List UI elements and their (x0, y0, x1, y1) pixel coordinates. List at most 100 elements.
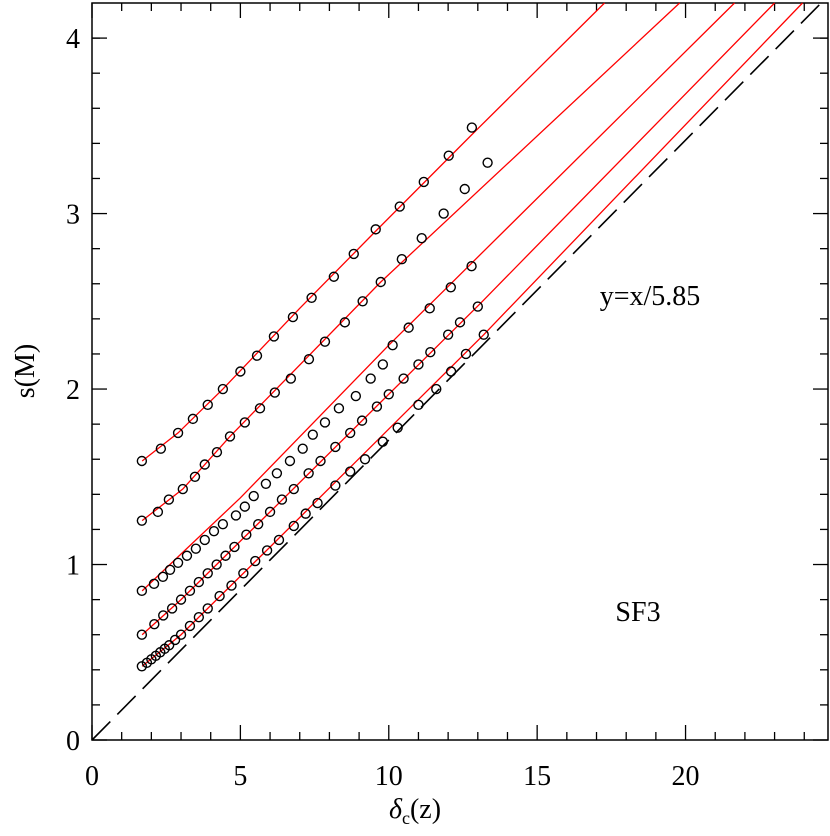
data-point (199, 534, 210, 546)
data-point (172, 427, 184, 439)
data-point (268, 331, 280, 342)
reference-line (91, 2, 822, 741)
data-point (348, 248, 359, 260)
data-point (193, 576, 205, 588)
data-point (217, 518, 229, 530)
data-point (442, 329, 454, 340)
data-point (149, 618, 160, 630)
y-axis-label: s(M) (10, 344, 41, 398)
x-tick-label: 0 (85, 761, 99, 792)
data-point (239, 501, 251, 512)
data-point (184, 585, 196, 597)
data-point (220, 550, 231, 561)
data-point (403, 322, 414, 333)
data-point (356, 415, 368, 426)
data-point (152, 506, 164, 518)
plot-frame (91, 2, 829, 741)
data-point (211, 447, 223, 458)
data-point (365, 373, 376, 384)
data-point (319, 417, 331, 428)
data-point (190, 543, 202, 554)
data-point (287, 311, 299, 323)
data-point (238, 568, 249, 579)
data-point (392, 422, 403, 433)
annotation: SF3 (615, 597, 660, 628)
data-point (254, 403, 266, 414)
data-point (241, 529, 252, 540)
y-tick-label: 1 (66, 551, 80, 582)
annotation: y=x/5.85 (600, 281, 701, 312)
data-point (276, 494, 288, 505)
x-axis-label: δc(z) (389, 794, 441, 828)
data-point (303, 354, 315, 365)
data-point (260, 478, 272, 490)
data-point (202, 603, 213, 614)
data-point (158, 610, 169, 621)
data-point (418, 176, 429, 188)
data-point (169, 634, 181, 646)
data-point (202, 399, 213, 411)
x-label-subscript: c (402, 808, 410, 828)
data-point (271, 468, 283, 479)
data-point (239, 417, 251, 428)
data-point (387, 339, 398, 351)
x-tick-label: 10 (375, 761, 403, 792)
data-point (438, 208, 449, 219)
model-curve (141, 2, 681, 522)
x-tick-label: 20 (672, 761, 700, 792)
data-point (172, 557, 184, 568)
data-point (394, 201, 405, 212)
data-point (157, 571, 169, 583)
data-point (478, 329, 489, 340)
data-point (230, 510, 242, 521)
data-point (136, 585, 148, 597)
data-point (431, 383, 442, 395)
data-point (163, 640, 175, 651)
data-point (284, 455, 296, 467)
y-tick-label: 3 (66, 200, 80, 231)
data-point (333, 403, 345, 414)
data-point (136, 455, 148, 467)
x-tick-label: 15 (523, 761, 551, 792)
data-point (250, 555, 261, 567)
data-point (306, 292, 317, 303)
x-tick-label: 5 (233, 761, 247, 792)
data-point (454, 317, 466, 328)
data-point (377, 436, 389, 447)
model-curve (141, 2, 803, 667)
data-point (445, 366, 457, 377)
data-point (252, 518, 264, 530)
data-point (377, 359, 389, 370)
data-point (155, 443, 167, 454)
data-point (177, 483, 189, 495)
data-point (269, 387, 281, 398)
data-point (344, 466, 356, 477)
data-point (175, 629, 187, 640)
data-point (466, 261, 477, 272)
data-point (315, 455, 326, 467)
data-point (443, 150, 454, 161)
data-point (344, 427, 356, 439)
data-point (413, 399, 424, 411)
data-point (383, 389, 394, 400)
data-point (307, 429, 318, 440)
x-label-symbol: δ (389, 794, 403, 825)
data-point (217, 383, 229, 395)
data-point (288, 483, 300, 495)
data-point (300, 508, 311, 519)
data-point (184, 620, 196, 632)
data-point (166, 603, 178, 614)
data-point (208, 525, 220, 537)
data-point (164, 564, 176, 575)
data-point (248, 490, 259, 502)
data-point (328, 271, 340, 282)
data-point (459, 183, 470, 195)
data-point (319, 336, 331, 347)
data-point (425, 346, 436, 358)
data-point (163, 494, 175, 505)
data-point (297, 443, 308, 454)
data-point (261, 545, 273, 556)
data-point (371, 401, 383, 412)
data-point (466, 122, 478, 133)
